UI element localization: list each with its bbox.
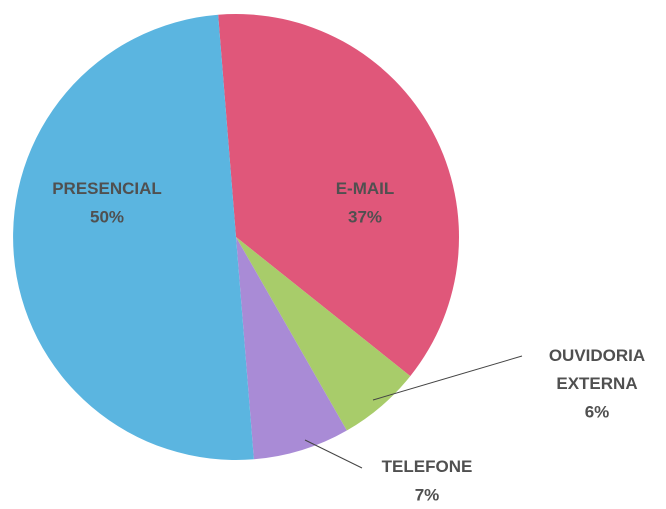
slice-label: OUVIDORIA EXTERNA [549,346,645,393]
label-line: TELEFONE [382,457,473,476]
value-label: 37% [348,207,382,226]
value-label: 6% [585,402,610,421]
pie-slice [13,14,254,460]
leader-line [372,355,523,401]
value-label: 7% [415,485,440,504]
label-line: EXTERNA [556,374,637,393]
leader-line [304,439,363,469]
label-line: PRESENCIAL [52,179,162,198]
pie-slice [236,237,347,460]
slice-label: E-MAIL [336,179,395,198]
slice-label: TELEFONE [382,457,473,476]
label-line: OUVIDORIA [549,346,645,365]
pie-slice [218,14,459,377]
value-label: 50% [90,207,124,226]
pie-slice [236,237,411,431]
slice-label: PRESENCIAL [52,179,162,198]
label-line: E-MAIL [336,179,395,198]
